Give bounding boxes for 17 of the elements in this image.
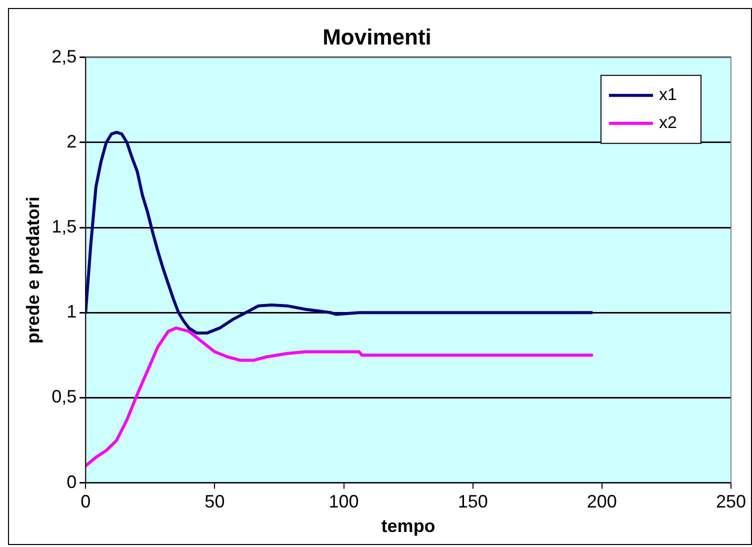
y-tick-label: 1,5 (52, 216, 77, 237)
x-tick-label: 200 (586, 492, 617, 512)
y-tick-label: 2,5 (52, 46, 77, 66)
y-axis-title: prede e predatori (22, 196, 43, 344)
y-tick-label: 0,5 (52, 386, 77, 407)
y-tick-label: 1 (66, 302, 77, 322)
x-tick-label: 0 (80, 492, 91, 512)
x-tick-label: 50 (204, 492, 225, 512)
x-tick-label: 250 (716, 492, 746, 512)
chart-title: Movimenti (322, 24, 432, 50)
legend-label: x2 (658, 113, 677, 132)
x-axis-title: tempo (381, 516, 436, 536)
y-tick-label: 0 (66, 472, 77, 492)
legend-label: x1 (658, 85, 677, 104)
x-tick-label: 150 (458, 492, 488, 512)
x-tick-label: 100 (328, 492, 359, 512)
y-tick-label: 2 (66, 131, 77, 152)
